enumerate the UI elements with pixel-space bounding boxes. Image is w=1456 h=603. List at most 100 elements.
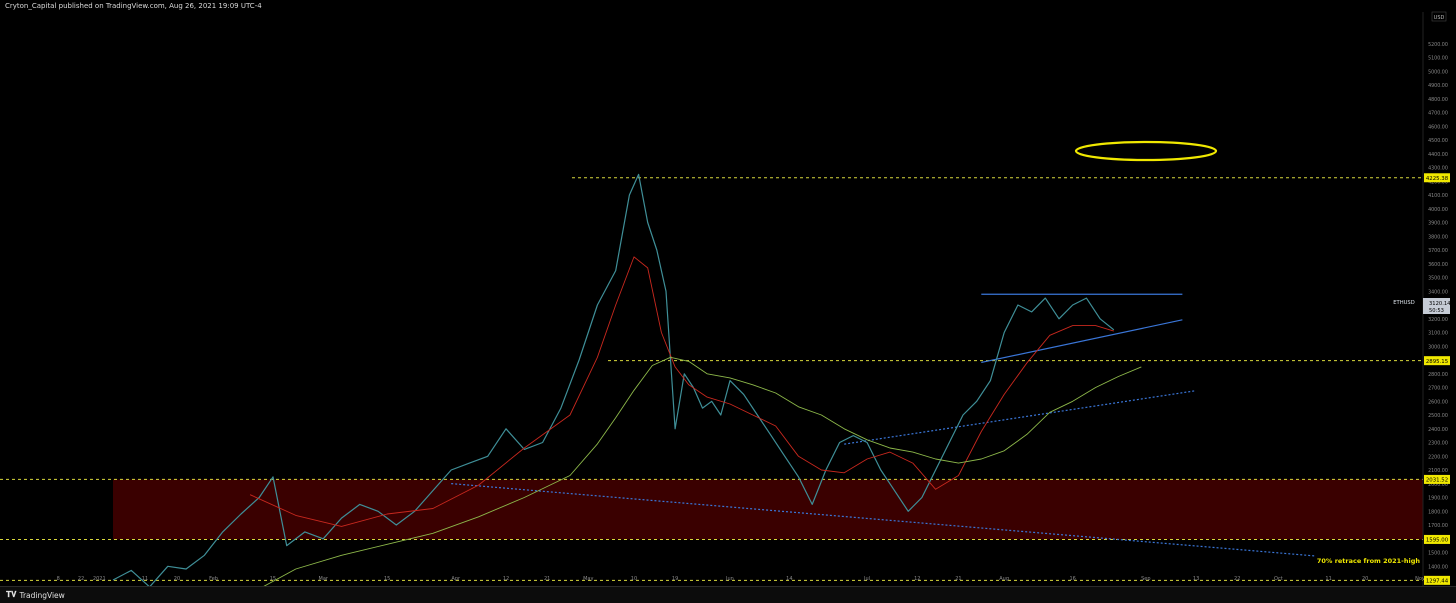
publish-header: Cryton_Capital published on TradingView.…: [5, 2, 262, 10]
price-tick-label: 1800.00: [1428, 509, 1448, 515]
time-tick-label: 20: [1362, 576, 1368, 582]
time-tick-label: 20: [174, 576, 180, 582]
target-highlight-ellipse: [1074, 140, 1218, 162]
channel-line: [981, 319, 1183, 364]
level-lines-layer: [0, 177, 1423, 581]
price-tick-label: 5200.00: [1428, 42, 1448, 48]
price-tick-label: 4800.00: [1428, 97, 1448, 103]
price-tick-label: 4000.00: [1428, 207, 1448, 213]
price-tick-label: 5100.00: [1428, 56, 1448, 62]
ticker-symbol: ETHUSD: [1393, 300, 1414, 306]
time-tick-label: 11: [1325, 576, 1331, 582]
price-series-line: [112, 173, 1115, 586]
time-tick-label: 14: [786, 576, 792, 582]
trendline-dotted: [844, 390, 1197, 445]
level-label: 2895.15: [1426, 359, 1448, 365]
time-tick-label: 8: [57, 576, 60, 582]
time-tick-label: Jul: [863, 576, 870, 582]
level-label-bg: [1424, 173, 1450, 183]
brand-label: TradingView: [19, 590, 65, 600]
time-tick-label: 22: [1234, 576, 1240, 582]
tradingview-brand[interactable]: 𝐓𝐕 TradingView: [6, 590, 65, 600]
time-tick-label: Sep: [1141, 576, 1150, 582]
price-tick-label: 4400.00: [1428, 152, 1448, 158]
trendlines-layer: [451, 293, 1315, 557]
level-label-bg: [1424, 474, 1450, 484]
price-tick-label: 2100.00: [1428, 468, 1448, 474]
price-tick-label: 4100.00: [1428, 193, 1448, 199]
price-tick-label: 1900.00: [1428, 496, 1448, 502]
price-tick-label: 2000.00: [1428, 482, 1448, 488]
price-tick-label: 2700.00: [1428, 386, 1448, 392]
price-tick-label: 3500.00: [1428, 276, 1448, 282]
time-tick-label: 2021: [93, 576, 106, 582]
footer-bar: 𝐓𝐕 TradingView: [0, 586, 1456, 603]
level-label: 2031.52: [1426, 478, 1448, 484]
time-tick-label: Apr: [451, 576, 461, 582]
price-tick-label: 1700.00: [1428, 523, 1448, 529]
time-tick-label: Oct: [1274, 576, 1283, 582]
time-tick-label: 21: [544, 576, 550, 582]
price-tick-label: 3000.00: [1428, 344, 1448, 350]
price-tick-label: 4500.00: [1428, 138, 1448, 144]
candle-countdown: 50:53: [1429, 308, 1444, 314]
price-tick-label: 5000.00: [1428, 69, 1448, 75]
currency-label: USD: [1434, 15, 1445, 21]
time-tick-label: 10: [631, 576, 637, 582]
plot-area[interactable]: 70% retrace from 2021-high: [0, 140, 1456, 594]
price-tick-label: 2500.00: [1428, 413, 1448, 419]
price-tick-label: 3100.00: [1428, 331, 1448, 337]
time-tick-label: 22: [78, 576, 84, 582]
time-tick-label: 12: [503, 576, 509, 582]
price-tick-label: 2600.00: [1428, 399, 1448, 405]
level-label: 1595.00: [1426, 538, 1449, 544]
time-tick-label: 16: [1070, 576, 1076, 582]
currency-badge: USD: [1431, 11, 1447, 22]
price-tick-label: 2400.00: [1428, 427, 1448, 433]
time-tick-label: May: [583, 576, 593, 582]
price-tick-label: 2200.00: [1428, 454, 1448, 460]
time-tick-label: Aug: [999, 576, 1009, 582]
price-tick-label: 3600.00: [1428, 262, 1448, 268]
price-tick-label: 2800.00: [1428, 372, 1448, 378]
price-tick-label: 3900.00: [1428, 221, 1448, 227]
time-tick-label: 11: [142, 576, 148, 582]
price-level-labels: 4225.38 2895.15 2031.52 1595.00 1297.44: [1424, 173, 1450, 585]
support-zone-layer: [113, 479, 1423, 540]
price-tick-label: 3400.00: [1428, 289, 1448, 295]
time-tick-label: Mar: [319, 576, 329, 582]
time-tick-label: 19: [672, 576, 678, 582]
level-label-bg: [1424, 356, 1450, 366]
level-label: 4225.38: [1426, 176, 1449, 182]
price-tick-label: 3700.00: [1428, 248, 1448, 254]
price-tick-label: 4700.00: [1428, 111, 1448, 117]
time-tick-label: Nov: [1415, 576, 1425, 582]
time-tick-label: 12: [914, 576, 920, 582]
time-tick-label: 15: [270, 576, 276, 582]
price-tick-label: 1500.00: [1428, 551, 1448, 557]
price-tick-label: 2300.00: [1428, 441, 1448, 447]
time-tick-label: 21: [955, 576, 961, 582]
price-tick-label: 4900.00: [1428, 83, 1448, 89]
level-label-bg: [1424, 534, 1450, 544]
retrace-note-label: 70% retrace from 2021-high: [1317, 557, 1420, 565]
support-zone: [113, 479, 1423, 540]
price-tick-label: 4300.00: [1428, 166, 1448, 172]
price-tick-label: 4600.00: [1428, 124, 1448, 130]
price-tick-label: 1400.00: [1428, 564, 1448, 570]
trendline-dotted: [451, 483, 1315, 557]
time-tick-label: Jun: [725, 576, 734, 582]
series-layer: [112, 173, 1142, 586]
fast-moving-average-line: [249, 256, 1114, 527]
time-tick-label: 13: [1193, 576, 1199, 582]
level-label: 1297.44: [1426, 579, 1449, 585]
current-price-value: 3120.14: [1429, 301, 1451, 307]
time-tick-label: Feb: [209, 576, 218, 582]
current-price-badge: ETHUSD 3120.14 50:53: [1393, 298, 1451, 314]
tradingview-logo-icon: 𝐓𝐕: [6, 590, 17, 599]
price-tick-label: 3200.00: [1428, 317, 1448, 323]
time-axis[interactable]: 8 22 2021 11 20 Feb 15 Mar 15 Apr 12 21 May 10 19 Jun 14…: [57, 576, 1456, 582]
slow-moving-average-line: [263, 356, 1142, 586]
level-label-bg: [1424, 575, 1450, 585]
